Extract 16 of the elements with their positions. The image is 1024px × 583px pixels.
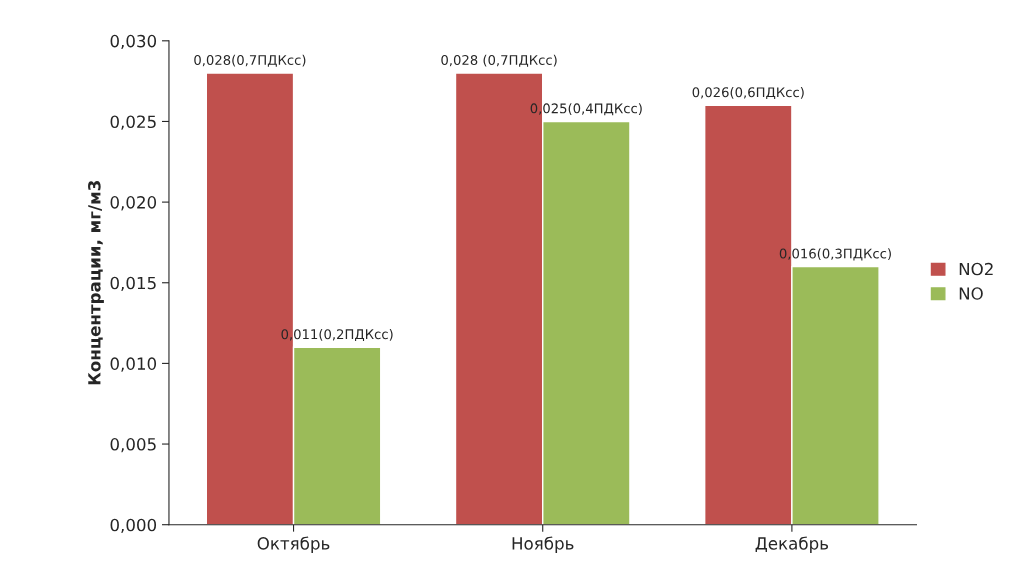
y-axis-title: Концентрации, мг/м3 xyxy=(88,181,104,385)
y-tick-label: 0,025 xyxy=(110,115,156,130)
y-tick-label: 0,020 xyxy=(110,196,157,211)
y-tick-label: 0,015 xyxy=(110,276,156,292)
x-tick-label: Ноябрь xyxy=(512,536,574,553)
legend-label: NO xyxy=(959,287,983,300)
y-tick-label: 0,005 xyxy=(110,438,156,453)
data-label: 0,028(0,7ПДКсс) xyxy=(194,54,306,67)
y-tick-label: 0,030 xyxy=(110,34,157,50)
legend-label: NO2 xyxy=(959,262,993,276)
x-tick-label: Октябрь xyxy=(257,536,330,553)
y-tick-label: 0,000 xyxy=(110,518,157,533)
data-label: 0,026(0,6ПДКсс) xyxy=(692,87,804,100)
data-label: 0,028 (0,7ПДКсс) xyxy=(441,54,557,67)
y-tick-label: 0,010 xyxy=(110,357,157,372)
x-tick-label: Декабрь xyxy=(755,536,829,553)
